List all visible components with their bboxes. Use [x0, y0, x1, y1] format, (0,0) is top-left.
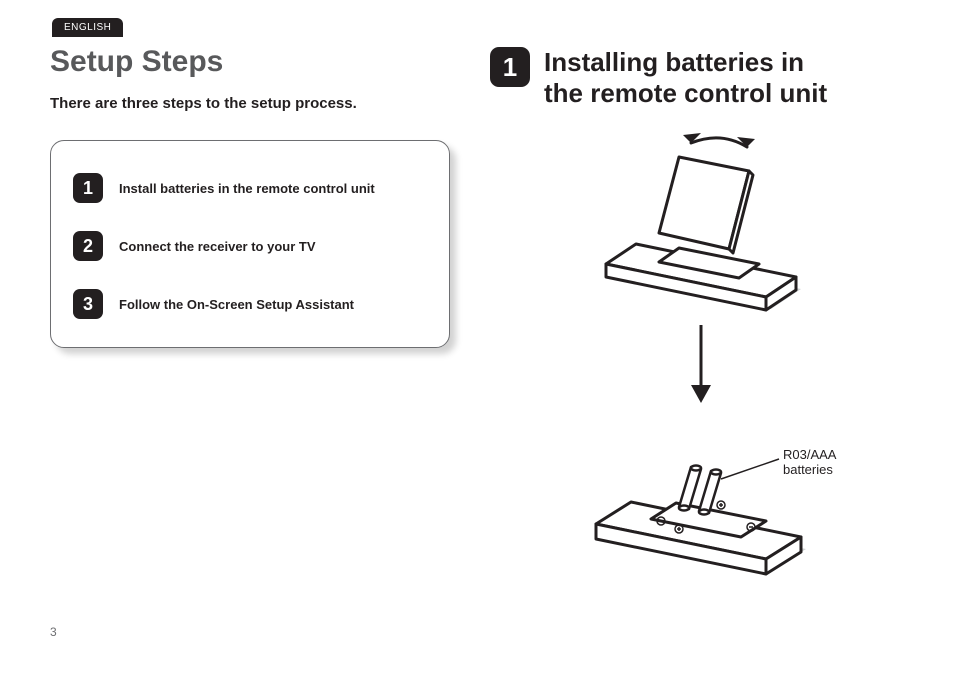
two-column-layout: Setup Steps There are three steps to the…: [50, 39, 912, 645]
step-number-badge: 3: [73, 289, 103, 319]
heading-line: the remote control unit: [544, 78, 827, 108]
step-row: 3 Follow the On-Screen Setup Assistant: [73, 275, 427, 333]
caption-line: batteries: [783, 462, 833, 477]
remote-batteries-illustration: [561, 409, 841, 589]
left-column: Setup Steps There are three steps to the…: [50, 39, 472, 645]
step-row: 1 Install batteries in the remote contro…: [73, 159, 427, 217]
setup-steps-heading: Setup Steps: [50, 45, 472, 79]
step-number-badge: 1: [73, 173, 103, 203]
intro-text: There are three steps to the setup proce…: [50, 95, 472, 112]
step-row: 2 Connect the receiver to your TV: [73, 217, 427, 275]
down-arrow-icon: [681, 319, 721, 409]
section-number-badge: 1: [490, 47, 530, 87]
step-label: Install batteries in the remote control …: [119, 181, 375, 196]
steps-card: 1 Install batteries in the remote contro…: [50, 140, 450, 348]
page-number: 3: [50, 625, 57, 639]
right-column: 1 Installing batteries in the remote con…: [490, 39, 912, 645]
step-label: Follow the On-Screen Setup Assistant: [119, 297, 354, 312]
section-heading: Installing batteries in the remote contr…: [544, 47, 827, 109]
manual-page: ENGLISH Setup Steps There are three step…: [0, 0, 954, 675]
language-tab: ENGLISH: [52, 18, 123, 37]
illustration-block: R03/AAA batteries: [490, 129, 912, 589]
remote-cover-illustration: [571, 129, 831, 319]
right-heading-row: 1 Installing batteries in the remote con…: [490, 47, 912, 109]
heading-line: Installing batteries in: [544, 47, 804, 77]
step-number-badge: 2: [73, 231, 103, 261]
battery-caption: R03/AAA batteries: [783, 447, 836, 477]
step-label: Connect the receiver to your TV: [119, 239, 316, 254]
caption-line: R03/AAA: [783, 447, 836, 462]
